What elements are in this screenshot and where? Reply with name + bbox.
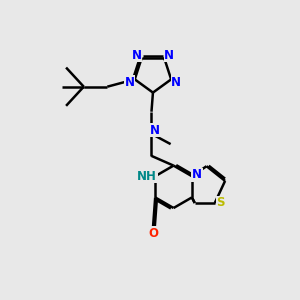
Text: N: N xyxy=(192,168,202,181)
Text: N: N xyxy=(171,76,181,89)
Text: O: O xyxy=(148,227,158,240)
Text: NH: NH xyxy=(137,170,157,183)
Text: S: S xyxy=(216,196,225,209)
Text: N: N xyxy=(150,124,160,137)
Text: N: N xyxy=(132,49,142,62)
Text: N: N xyxy=(125,76,135,89)
Text: N: N xyxy=(164,49,174,62)
